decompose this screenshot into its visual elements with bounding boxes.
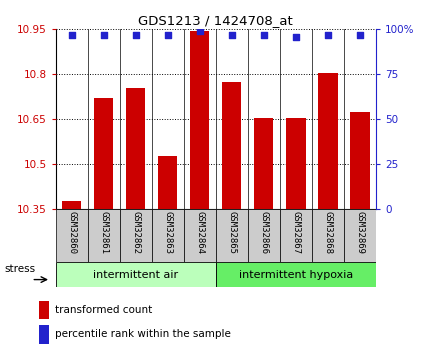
Text: intermittent air: intermittent air [93,270,178,279]
Bar [312,209,344,262]
Bar [216,209,248,262]
Bar [152,209,184,262]
Text: GSM32860: GSM32860 [67,211,76,254]
Text: GSM32864: GSM32864 [195,211,204,254]
Text: GSM32868: GSM32868 [324,211,332,254]
Text: GSM32861: GSM32861 [99,211,108,254]
Bar [318,73,338,209]
Text: intermittent hypoxia: intermittent hypoxia [239,270,353,279]
Bar [40,325,49,344]
Point [100,32,107,38]
Bar [190,31,210,209]
Bar [280,209,312,262]
Bar [248,209,280,262]
Text: GSM32867: GSM32867 [291,211,300,254]
Bar [40,301,49,319]
Bar [56,209,88,262]
Point [324,32,332,38]
Bar [350,111,370,209]
Bar [254,118,274,209]
Point [356,32,364,38]
Bar [56,262,216,287]
Point [196,28,203,34]
Point [292,34,299,39]
Bar [216,262,376,287]
Point [228,32,235,38]
Text: percentile rank within the sample: percentile rank within the sample [55,329,231,339]
Bar [126,88,146,209]
Text: GSM32862: GSM32862 [131,211,140,254]
Bar [286,118,306,209]
Bar [184,209,216,262]
Bar [62,201,81,209]
Point [68,32,75,38]
Text: GSM32869: GSM32869 [356,211,364,254]
Text: GSM32863: GSM32863 [163,211,172,254]
Point [260,32,267,38]
Text: GSM32866: GSM32866 [259,211,268,254]
Bar [158,156,178,209]
Bar [222,82,242,209]
Bar [344,209,376,262]
Text: transformed count: transformed count [55,305,152,315]
Bar [120,209,152,262]
Point [164,32,171,38]
Point [132,32,139,38]
Bar [88,209,120,262]
Bar [94,98,113,209]
Text: GSM32865: GSM32865 [227,211,236,254]
Text: stress: stress [4,264,36,274]
Title: GDS1213 / 1424708_at: GDS1213 / 1424708_at [138,14,293,27]
